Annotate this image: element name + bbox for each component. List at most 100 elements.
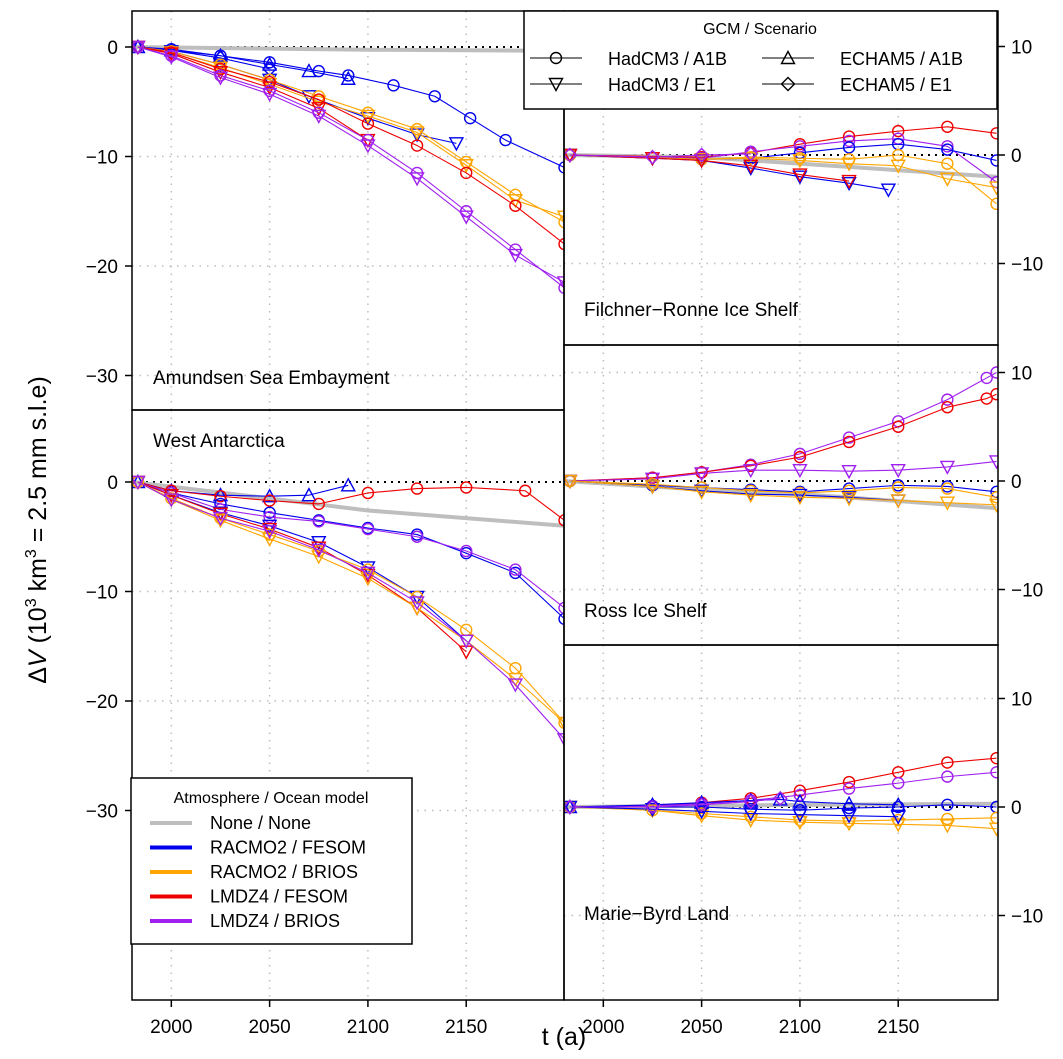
data-point bbox=[132, 40, 146, 55]
data-point bbox=[941, 812, 954, 826]
series-line bbox=[569, 460, 997, 482]
data-point bbox=[990, 366, 998, 379]
data-point bbox=[941, 770, 954, 783]
series-line bbox=[137, 46, 564, 218]
series-layer bbox=[132, 39, 998, 837]
data-point bbox=[990, 388, 998, 401]
series-line bbox=[569, 153, 751, 158]
data-point bbox=[261, 525, 278, 540]
data-point bbox=[409, 172, 425, 187]
data-point bbox=[939, 460, 956, 475]
series-line bbox=[137, 481, 564, 740]
legend-gcm-scenario: GCM / Scenario HadCM3 / A1B ECHAM5 / A1B H… bbox=[523, 10, 998, 110]
x-tick-label: 2000 bbox=[150, 1017, 192, 1038]
y-tick-label: 0 bbox=[1011, 798, 1022, 819]
data-point bbox=[460, 544, 473, 558]
data-point bbox=[460, 481, 473, 494]
data-point bbox=[793, 450, 807, 464]
legend-model-label: LMDZ4 / BRIOS bbox=[210, 911, 340, 931]
y-tick-label: −10 bbox=[1011, 581, 1043, 602]
y-tick-label: −30 bbox=[86, 367, 118, 388]
data-point bbox=[792, 168, 808, 183]
panel-1 bbox=[132, 11, 564, 410]
legend-gcm-title: GCM / Scenario bbox=[703, 21, 817, 38]
legend-atmosphere-ocean: Atmosphere / Ocean model None / None RACM… bbox=[130, 777, 413, 945]
panel-frame bbox=[563, 644, 999, 1001]
legend-gcm-marker-circle bbox=[549, 51, 563, 65]
data-point bbox=[263, 510, 276, 524]
data-point bbox=[980, 371, 993, 385]
data-point bbox=[892, 420, 905, 433]
data-point bbox=[564, 799, 578, 815]
data-point bbox=[890, 818, 906, 833]
series-line bbox=[137, 481, 564, 521]
data-point bbox=[990, 197, 998, 211]
data-point bbox=[841, 492, 857, 507]
data-point bbox=[262, 61, 278, 77]
data-point bbox=[342, 69, 355, 82]
data-point bbox=[463, 111, 477, 125]
data-point bbox=[743, 161, 759, 176]
y-tick-label: −10 bbox=[86, 583, 118, 604]
data-point bbox=[842, 431, 856, 444]
data-point bbox=[695, 466, 708, 479]
data-point bbox=[743, 794, 759, 810]
data-point bbox=[312, 497, 325, 511]
data-point bbox=[890, 796, 906, 812]
frame-layer: 0 −10 −20 −30 0 −10 −20 −30 2000 2050 2100 2150 10 0 −… bbox=[86, 10, 1043, 1038]
data-point bbox=[212, 514, 229, 529]
data-point bbox=[646, 478, 659, 491]
data-point bbox=[312, 515, 325, 528]
data-point bbox=[892, 481, 905, 494]
y-tick-label: 0 bbox=[1011, 146, 1022, 167]
data-point bbox=[941, 798, 954, 812]
panel-label-filchner-ronne: Filchner−Ronne Ice Shelf bbox=[584, 300, 799, 321]
series-line bbox=[569, 393, 997, 482]
data-point bbox=[261, 78, 278, 93]
data-point bbox=[941, 120, 954, 133]
panel-label-west-antarctica: West Antarctica bbox=[153, 431, 285, 452]
data-point bbox=[361, 522, 375, 536]
data-point bbox=[410, 482, 424, 495]
data-point bbox=[841, 177, 857, 192]
data-point bbox=[312, 93, 325, 106]
data-point bbox=[212, 487, 229, 502]
legend-models-box bbox=[130, 777, 413, 945]
data-point bbox=[263, 494, 276, 507]
series-line bbox=[569, 806, 899, 818]
data-point bbox=[793, 140, 807, 153]
data-point bbox=[941, 756, 954, 769]
data-point bbox=[558, 716, 564, 730]
x-tick-label: 2150 bbox=[445, 1017, 487, 1038]
data-point bbox=[212, 511, 229, 527]
data-point bbox=[360, 139, 376, 154]
data-point bbox=[564, 147, 578, 163]
data-point bbox=[558, 216, 564, 229]
legend-gcm-label: ECHAM5 / E1 bbox=[840, 75, 952, 95]
y-tick-label: −20 bbox=[86, 692, 118, 713]
data-point bbox=[311, 109, 327, 124]
y-axis-title: ΔV (103 km3 = 2.5 mm s.l.e) bbox=[23, 376, 52, 684]
data-point bbox=[939, 819, 956, 834]
data-point bbox=[842, 484, 856, 497]
data-point bbox=[793, 447, 807, 461]
data-point bbox=[558, 514, 564, 527]
data-point bbox=[792, 808, 808, 823]
series-line bbox=[569, 797, 781, 808]
panel-5-series bbox=[564, 751, 998, 837]
data-point bbox=[743, 488, 759, 504]
data-point bbox=[693, 809, 710, 824]
data-point bbox=[507, 248, 524, 264]
series-line bbox=[569, 154, 850, 182]
data-point bbox=[261, 87, 278, 103]
data-point bbox=[841, 157, 857, 172]
data-point bbox=[360, 566, 376, 581]
data-point bbox=[988, 498, 998, 513]
data-point bbox=[990, 751, 998, 765]
data-point bbox=[693, 485, 710, 500]
data-point bbox=[841, 817, 857, 832]
y-tick-label: −10 bbox=[1011, 255, 1043, 276]
data-point bbox=[990, 766, 998, 779]
data-point bbox=[312, 64, 325, 78]
data-point bbox=[509, 566, 522, 580]
